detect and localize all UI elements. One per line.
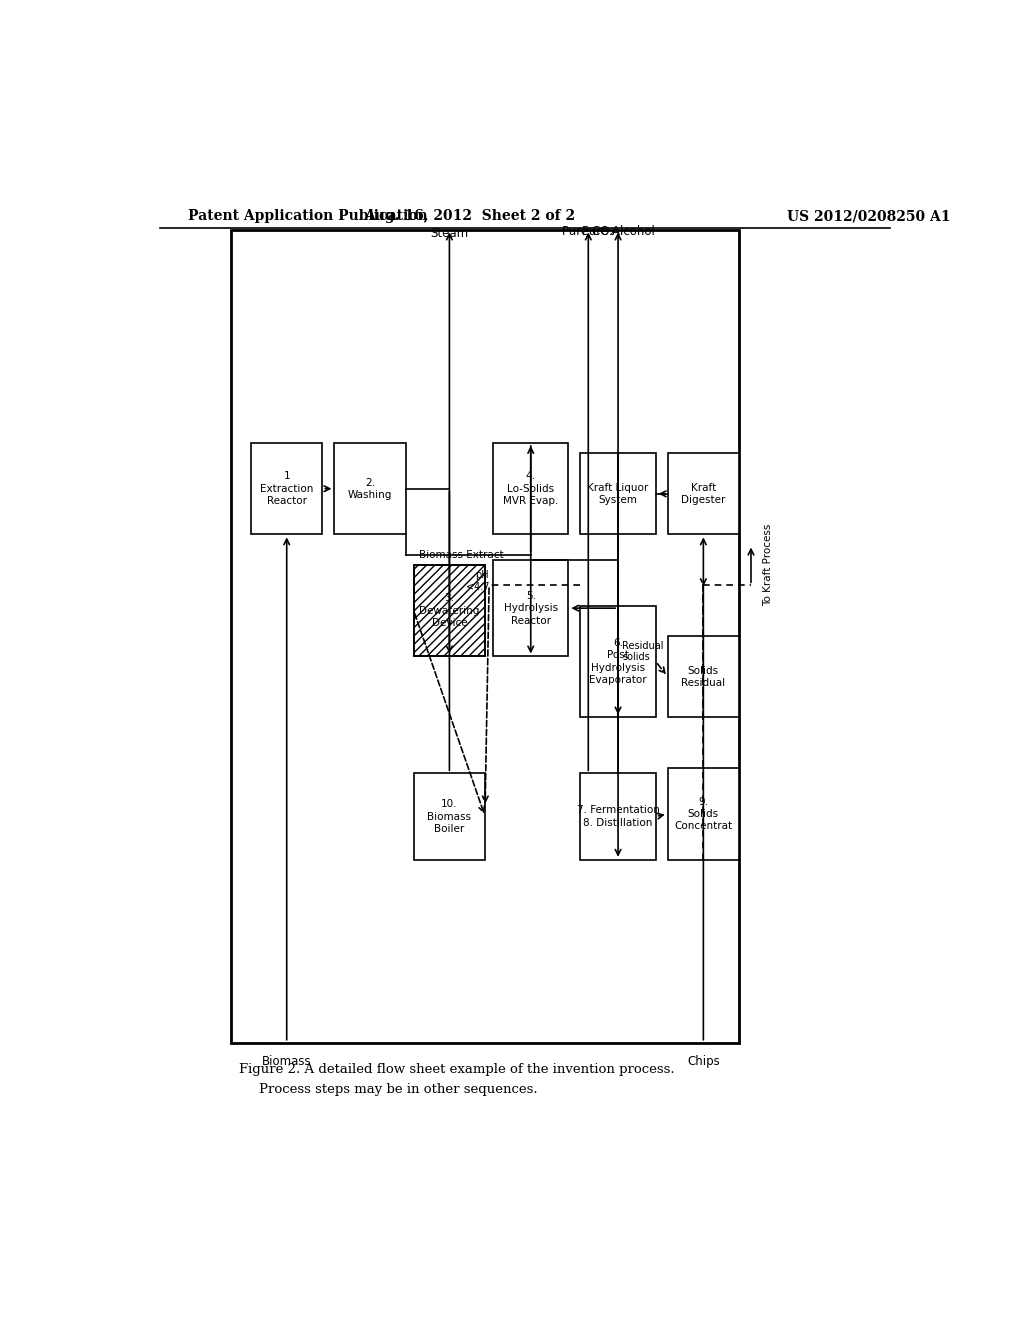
Bar xyxy=(581,774,655,859)
Bar xyxy=(251,444,323,535)
Bar xyxy=(668,768,739,859)
Bar xyxy=(414,774,485,859)
Text: Residual
solids: Residual solids xyxy=(622,640,664,663)
Text: 2.
Washing: 2. Washing xyxy=(348,478,392,500)
Text: 5.
Hydrolysis
Reactor: 5. Hydrolysis Reactor xyxy=(504,591,558,626)
Text: Patent Application Publication: Patent Application Publication xyxy=(187,210,427,223)
Text: Solids
Residual: Solids Residual xyxy=(681,665,725,688)
Text: pH
<4.7: pH <4.7 xyxy=(466,570,489,591)
Text: 9.
Solids
Concentrat: 9. Solids Concentrat xyxy=(674,796,732,832)
Text: Figure 2. A detailed flow sheet example of the invention process.: Figure 2. A detailed flow sheet example … xyxy=(240,1063,675,1076)
Text: US 2012/0208250 A1: US 2012/0208250 A1 xyxy=(786,210,950,223)
Bar xyxy=(581,453,655,535)
Bar xyxy=(414,565,485,656)
Text: Aug. 16, 2012  Sheet 2 of 2: Aug. 16, 2012 Sheet 2 of 2 xyxy=(364,210,574,223)
Text: 4.
Lo-Solids
MVR Evap.: 4. Lo-Solids MVR Evap. xyxy=(503,471,558,506)
Text: 6.
Post
Hydrolysis
Evaporator: 6. Post Hydrolysis Evaporator xyxy=(589,638,647,685)
Text: 3.
Dewatering
Device: 3. Dewatering Device xyxy=(419,593,479,628)
Bar xyxy=(231,230,739,1043)
Text: Pure Alcohol: Pure Alcohol xyxy=(582,224,654,238)
Text: Pure CO₂: Pure CO₂ xyxy=(562,224,614,238)
Text: 1
Extraction
Reactor: 1 Extraction Reactor xyxy=(260,471,313,506)
Bar xyxy=(494,560,568,656)
Text: 7. Fermentation
8. Distillation: 7. Fermentation 8. Distillation xyxy=(577,805,659,828)
Text: Process steps may be in other sequences.: Process steps may be in other sequences. xyxy=(259,1084,538,1097)
Text: Kraft
Digester: Kraft Digester xyxy=(681,483,726,506)
Bar xyxy=(334,444,406,535)
Text: Biomass: Biomass xyxy=(262,1055,311,1068)
Text: 10.
Biomass
Boiler: 10. Biomass Boiler xyxy=(427,799,471,834)
Text: Kraft Liquor
System: Kraft Liquor System xyxy=(588,483,648,506)
Text: Steam: Steam xyxy=(430,227,468,240)
Bar xyxy=(414,565,485,656)
Bar xyxy=(668,453,739,535)
Bar xyxy=(494,444,568,535)
Text: Biomass Extract: Biomass Extract xyxy=(419,549,504,560)
Text: To Kraft Process: To Kraft Process xyxy=(763,524,773,606)
Bar xyxy=(581,606,655,718)
Bar xyxy=(668,636,739,718)
Text: Chips: Chips xyxy=(687,1055,720,1068)
